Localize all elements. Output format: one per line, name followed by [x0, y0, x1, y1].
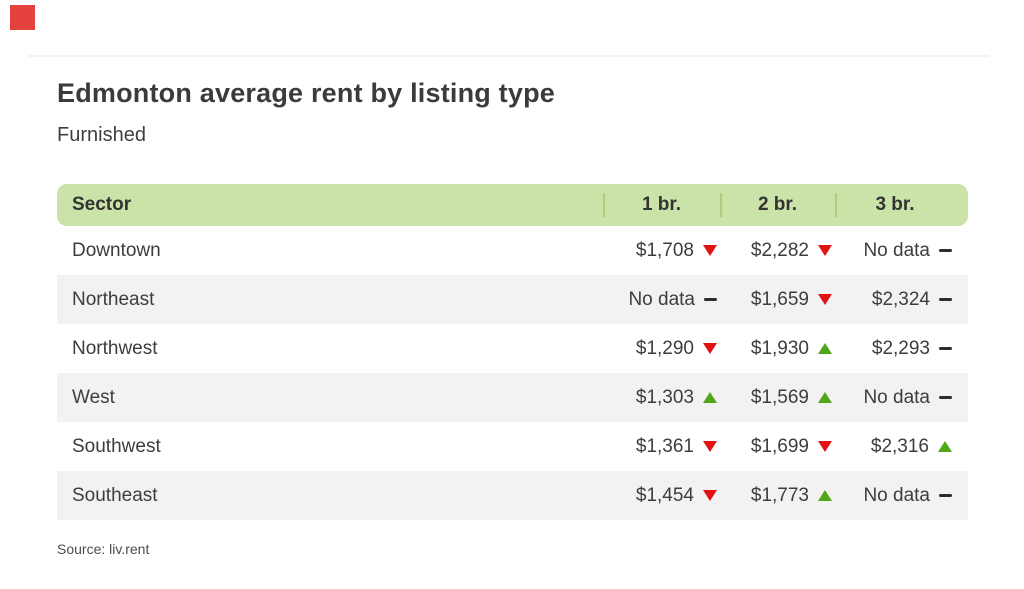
- page-title: Edmonton average rent by listing type: [57, 78, 555, 108]
- table-row-northeast: Northeast No data $1,659 $2,324: [57, 275, 968, 324]
- trend-icon: [939, 494, 952, 497]
- trend-icon: [938, 441, 952, 452]
- rent-value: $1,303: [635, 386, 694, 408]
- rent-cell-1br: $1,454: [603, 485, 720, 507]
- rent-cell-2br: $1,930: [720, 338, 835, 360]
- sector-cell: Northeast: [72, 288, 155, 310]
- rent-value: $1,361: [635, 435, 694, 457]
- rent-cell-1br: No data: [603, 289, 720, 311]
- trend-icon: [818, 441, 832, 452]
- rent-cell-3br: $2,324: [835, 289, 955, 311]
- trend-icon: [703, 490, 717, 501]
- sector-cell: Southeast: [72, 484, 158, 506]
- trend-icon: [818, 294, 832, 305]
- column-header-sector: Sector: [72, 194, 132, 215]
- trend-icon: [703, 245, 717, 256]
- table-row-northwest: Northwest $1,290 $1,930 $2,293: [57, 324, 968, 373]
- rent-cell-1br: $1,361: [603, 436, 720, 458]
- trend-icon: [939, 347, 952, 350]
- trend-icon: [818, 490, 832, 501]
- rent-value: No data: [628, 288, 695, 310]
- table-body: Downtown $1,708 $2,282 No data Northeast: [57, 226, 968, 520]
- column-header-2br: 2 br.: [720, 194, 835, 216]
- rent-cell-3br: No data: [835, 485, 955, 507]
- column-header-3br: 3 br.: [835, 194, 955, 216]
- table-header-row: Sector 1 br. 2 br. 3 br.: [57, 184, 968, 226]
- sector-cell: Northwest: [72, 337, 158, 359]
- rent-value: $1,454: [635, 484, 694, 506]
- trend-icon: [818, 392, 832, 403]
- trend-icon: [939, 249, 952, 252]
- page-subtitle: Furnished: [57, 124, 146, 146]
- sector-cell: West: [72, 386, 115, 408]
- rent-value: $1,659: [750, 288, 809, 310]
- rent-table: Sector 1 br. 2 br. 3 br. Downtown $1,708…: [57, 184, 968, 520]
- rent-cell-2br: $1,569: [720, 387, 835, 409]
- rent-value: $1,699: [750, 435, 809, 457]
- rent-value: $2,324: [871, 288, 930, 310]
- rent-cell-1br: $1,708: [603, 240, 720, 262]
- rent-value: No data: [863, 239, 930, 261]
- table-row-southeast: Southeast $1,454 $1,773 No data: [57, 471, 968, 520]
- trend-icon: [704, 298, 717, 301]
- trend-icon: [818, 343, 832, 354]
- rent-cell-2br: $2,282: [720, 240, 835, 262]
- top-divider: [28, 55, 989, 57]
- trend-icon: [818, 245, 832, 256]
- sector-cell: Southwest: [72, 435, 161, 457]
- rent-value: $1,930: [750, 337, 809, 359]
- liv-rent-logo-icon: [10, 5, 35, 30]
- trend-icon: [703, 392, 717, 403]
- rent-cell-3br: No data: [835, 387, 955, 409]
- rent-cell-3br: No data: [835, 240, 955, 262]
- rent-cell-2br: $1,773: [720, 485, 835, 507]
- trend-icon: [703, 343, 717, 354]
- column-header-1br: 1 br.: [603, 194, 720, 216]
- rent-value: $1,773: [750, 484, 809, 506]
- rent-value: No data: [863, 386, 930, 408]
- trend-icon: [939, 396, 952, 399]
- table-row-west: West $1,303 $1,569 No data: [57, 373, 968, 422]
- rent-cell-2br: $1,659: [720, 289, 835, 311]
- table-row-downtown: Downtown $1,708 $2,282 No data: [57, 226, 968, 275]
- trend-icon: [703, 441, 717, 452]
- rent-cell-3br: $2,316: [835, 436, 955, 458]
- rent-cell-3br: $2,293: [835, 338, 955, 360]
- rent-cell-2br: $1,699: [720, 436, 835, 458]
- sector-cell: Downtown: [72, 239, 161, 261]
- source-note: Source: liv.rent: [57, 541, 150, 557]
- table-row-southwest: Southwest $1,361 $1,699 $2,316: [57, 422, 968, 471]
- rent-value: $1,708: [635, 239, 694, 261]
- trend-icon: [939, 298, 952, 301]
- rent-cell-1br: $1,290: [603, 338, 720, 360]
- rent-value: $1,290: [635, 337, 694, 359]
- rent-cell-1br: $1,303: [603, 387, 720, 409]
- rent-value: $2,316: [870, 435, 929, 457]
- rent-value: $2,293: [871, 337, 930, 359]
- rent-value: $2,282: [750, 239, 809, 261]
- rent-value: $1,569: [750, 386, 809, 408]
- rent-value: No data: [863, 484, 930, 506]
